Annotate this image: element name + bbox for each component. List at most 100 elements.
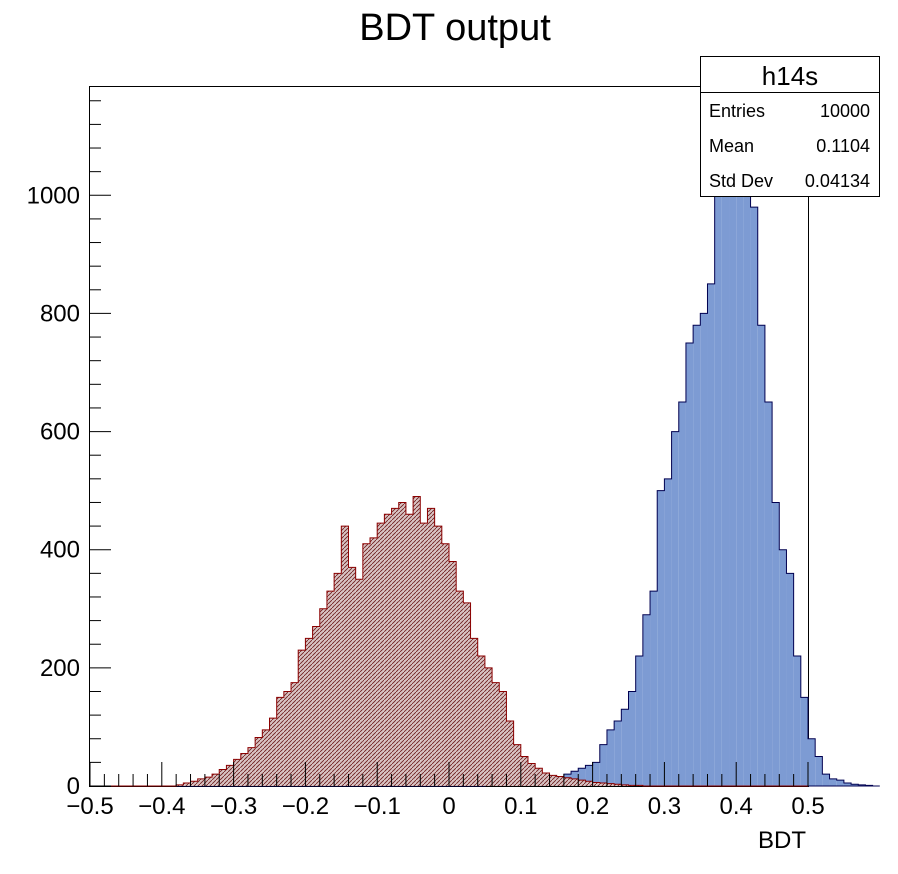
series-1-bin-56 [492, 682, 500, 786]
series-1-bin-26 [276, 697, 284, 786]
series-1-bin-43 [398, 502, 406, 786]
series-0-bin-104 [836, 780, 844, 786]
series-0-bin-105 [843, 783, 852, 786]
series-1-bin-36 [348, 567, 356, 786]
series-1-bin-49 [441, 543, 449, 786]
series-1-bin-28 [291, 682, 299, 786]
series-1-bin-65 [556, 776, 564, 786]
series-1-bin-19 [226, 765, 234, 786]
series-1-outline [90, 496, 808, 787]
series-0-bin-69 [585, 765, 593, 786]
x-tick-label: −0.2 [282, 793, 329, 820]
series-1-bin-16 [204, 777, 213, 786]
stats-entries-value: 10000 [820, 101, 870, 121]
series-1-bin-52 [463, 602, 471, 786]
series-1 [90, 496, 808, 787]
series-0-bin-68 [578, 768, 586, 786]
series-0-bin-91 [743, 177, 751, 787]
y-tick-label: 800 [40, 300, 80, 327]
stats-stddev-label: Std Dev [709, 171, 773, 191]
series-1-bin-22 [247, 747, 256, 786]
series-1-bin-21 [240, 753, 248, 786]
series-1-bin-12 [176, 784, 184, 786]
series-1-bin-45 [413, 496, 421, 786]
stats-stddev-value: 0.04134 [805, 171, 870, 191]
series-1-bin-48 [434, 526, 442, 786]
series-1-bin-63 [542, 773, 550, 786]
series-0-bin-70 [592, 762, 600, 786]
y-tick-label: 400 [40, 537, 80, 564]
y-tick-label: 0 [67, 773, 80, 800]
series-0-bin-87 [714, 136, 722, 787]
series-0-bin-89 [729, 88, 737, 786]
x-tick-label: 0.5 [791, 793, 824, 820]
series-1-bin-41 [384, 514, 392, 786]
series-1-bin-69 [585, 781, 593, 786]
x-tick-label: 0.4 [720, 793, 753, 820]
x-tick-label: 0.2 [576, 793, 609, 820]
series-0-bin-72 [606, 729, 615, 786]
series-0-bin-102 [822, 774, 830, 786]
series-0-bin-77 [642, 614, 651, 786]
series-1-bin-70 [592, 782, 600, 786]
series-1-bin-18 [219, 769, 227, 786]
series-0-bin-98 [793, 656, 801, 786]
series-0-bin-96 [779, 549, 787, 786]
series-1-bin-61 [527, 763, 536, 786]
series-1-bin-73 [614, 784, 622, 786]
series-1-bin-58 [506, 721, 514, 786]
series-0-bin-90 [736, 165, 744, 787]
series-0-bin-78 [650, 591, 658, 786]
series-1-bin-30 [305, 638, 313, 786]
x-tick-label: −0.4 [138, 793, 185, 820]
series-1-bin-72 [606, 783, 615, 786]
series-1-bin-53 [470, 638, 478, 786]
series-1-bin-17 [212, 774, 220, 786]
y-tick-label: 600 [40, 419, 80, 446]
series-1-bin-14 [190, 781, 198, 786]
series-1-bin-39 [370, 537, 378, 786]
series-1-bin-68 [578, 780, 586, 786]
series-0-bin-92 [750, 207, 758, 786]
series-0-bin-106 [851, 784, 859, 786]
series-1-bin-66 [563, 777, 572, 786]
series-1-bin-34 [334, 573, 342, 786]
y-tick-label: 200 [40, 655, 80, 682]
stats-mean-value: 0.1104 [816, 136, 870, 156]
series-1-bin-25 [269, 718, 277, 786]
series-1-bin-71 [599, 783, 607, 786]
series-1-bin-42 [391, 508, 399, 786]
series-1-bin-32 [319, 608, 327, 786]
series-1-bin-20 [233, 759, 241, 786]
series-1-bin-74 [621, 784, 629, 786]
series-1-bin-15 [197, 778, 205, 786]
series-1-bin-23 [255, 737, 263, 786]
series-1-bin-40 [377, 523, 385, 786]
series-1-bin-27 [283, 691, 292, 786]
stats-box: h14s Entries 10000 Mean 0.1104 Std Dev 0… [700, 56, 880, 197]
series-0-bin-76 [635, 656, 643, 786]
series-0-bin-88 [721, 118, 730, 787]
series-1-bin-37 [355, 579, 363, 786]
series-0-bin-93 [757, 325, 765, 786]
series-1-bin-57 [499, 691, 507, 786]
series-0-bin-94 [764, 402, 773, 786]
x-tick-label: 0.3 [648, 793, 681, 820]
series-0-bin-73 [614, 721, 622, 786]
series-0-bin-81 [671, 431, 679, 786]
series-1-bin-29 [298, 650, 306, 786]
series-0-bin-103 [829, 778, 837, 786]
series-0-bin-100 [808, 738, 816, 786]
x-tick-label: −0.5 [66, 793, 113, 820]
series-1-bin-46 [420, 523, 428, 786]
series-0-bin-85 [700, 313, 708, 786]
x-tick-label: 0.1 [504, 793, 537, 820]
chart-title: BDT output [359, 7, 551, 49]
series-1-bin-33 [326, 591, 335, 786]
series-0-bin-95 [772, 502, 780, 786]
series-0 [90, 88, 880, 787]
series-0-bin-86 [707, 283, 715, 786]
series-0-bin-97 [786, 573, 794, 786]
series-1-bin-47 [427, 508, 435, 786]
